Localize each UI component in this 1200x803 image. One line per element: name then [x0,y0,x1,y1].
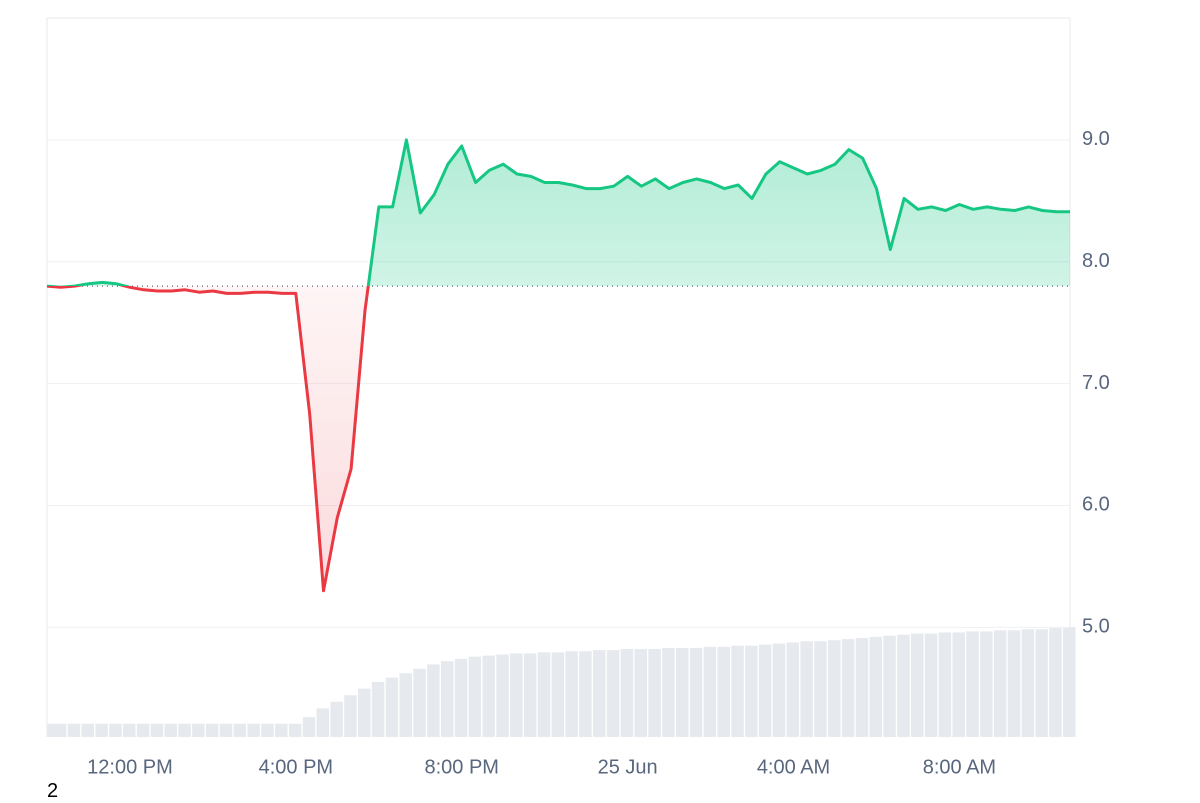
volume-bar [565,651,578,737]
volume-bar [606,650,620,737]
volume-bar [703,646,717,737]
x-tick-label: 8:00 PM [424,756,498,778]
volume-bar [593,650,606,737]
volume-bar [247,723,260,737]
volume-bar [1063,627,1076,737]
volume-bar [136,723,150,737]
volume-bar [53,723,67,737]
x-tick-label: 25 Jun [598,756,658,778]
footnote: 2 [47,780,59,802]
volume-bar [883,635,896,737]
volume-bar [330,701,343,737]
y-tick-label: 5.0 [1082,616,1110,638]
volume-bar [676,647,689,737]
volume-bar [385,677,399,737]
chart: 5.0 6.0 7.0 8.0 9.0 12:00 PM 4:00 PM 8:00 PM 25 … [46,17,1110,778]
volume-bar [551,652,565,737]
volume-bar [924,633,938,737]
price-line [46,138,1070,593]
volume-bar [634,649,647,737]
volume-bar [302,717,316,737]
volume-bar [427,664,440,737]
volume-bar [648,649,661,737]
volume-bar [952,632,965,737]
volume-bar [399,673,412,737]
volume-bar [717,646,730,737]
volume-bar [275,723,288,737]
volume-bar [150,723,164,737]
volume-bar [468,656,482,737]
y-tick-label: 7.0 [1082,372,1110,394]
y-tick-label: 9.0 [1082,128,1110,150]
volume-bar [1035,629,1048,737]
volume-bar [178,723,191,737]
volume-bar [454,658,468,737]
volume-bar [662,647,675,737]
y-tick-label: 6.0 [1082,494,1110,516]
volume-bar [786,642,800,737]
volume-bar [523,653,537,737]
volume-bar [620,649,634,737]
volume-bar [938,632,952,737]
volume-bar [966,631,979,737]
volume-bar [800,641,813,737]
volume-bar [828,640,841,737]
x-tick-label: 8:00 AM [923,756,996,778]
volume-bar [440,661,454,737]
volume-bar [993,630,1007,737]
volume-bar [510,653,523,737]
volume-bar [537,652,551,737]
volume-bar [980,631,993,737]
volume-bar [81,723,95,737]
volume-bar [772,643,786,737]
volume-bar [95,723,108,737]
volume-bar [219,723,233,737]
volume-bar [413,668,426,737]
volume-bar [1049,628,1062,737]
volume-bar [371,682,385,737]
volume-bar [841,639,855,737]
volume-bar [758,644,772,737]
volume-bar [496,654,509,737]
volume-bar [482,655,495,737]
volume-bar [897,634,910,737]
volume-bar [745,645,758,737]
volume-bar [814,641,827,737]
volume-bar [164,723,177,737]
volume-bar [911,633,924,737]
volume-bar [123,723,136,737]
x-tick-label: 12:00 PM [87,756,173,778]
volume-bar [358,688,371,737]
volume-bar [731,645,744,737]
volume-bar [192,723,205,737]
x-tick-label: 4:00 AM [757,756,830,778]
volume-bar [233,723,247,737]
volume-bar [261,723,274,737]
y-tick-label: 8.0 [1082,250,1110,272]
volume-bar [1007,630,1021,737]
volume-bar [109,723,122,737]
volume-bar [855,638,869,737]
volume-bar [67,723,81,737]
volume-bar [1021,629,1035,737]
volume-bar [288,723,302,737]
volume-bar [205,723,219,737]
x-tick-label: 4:00 PM [259,756,333,778]
price-area [47,139,1070,591]
volume-bar [316,708,330,737]
volume-bar [869,636,882,737]
volume-bar [579,651,592,737]
volume-bar [344,695,357,737]
volume-bar [689,647,703,737]
